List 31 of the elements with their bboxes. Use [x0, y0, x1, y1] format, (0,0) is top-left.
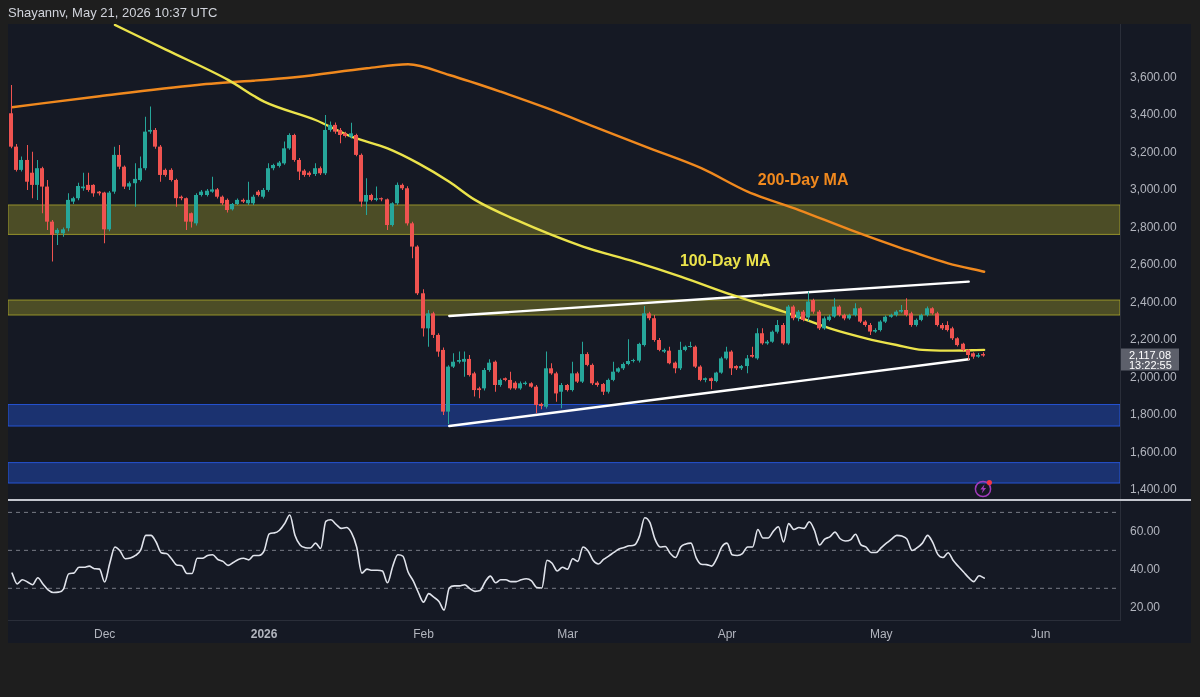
- x-tick-label: Dec: [93, 626, 116, 641]
- line-series: [113, 24, 986, 352]
- x-tick-label: Jun: [1031, 626, 1051, 641]
- x-tick-label: Feb: [413, 626, 435, 641]
- x-tick-label: Mar: [557, 626, 578, 641]
- text: Shayannv, May 21, 2026 10:37 UTC: [8, 5, 218, 21]
- y-tick-label: 2,800.00: [1130, 219, 1178, 234]
- candlestick: [148, 106, 152, 134]
- y-tick-label: 60.00: [1130, 523, 1161, 538]
- x-tick-label: Apr: [717, 626, 737, 641]
- x-tick-label: May: [869, 626, 893, 641]
- text: 13:22:55: [1129, 358, 1172, 371]
- y-tick-label: 1,400.00: [1130, 482, 1178, 497]
- y-tick-label: 2,600.00: [1130, 257, 1178, 272]
- y-tick-label: 2,200.00: [1130, 332, 1178, 347]
- y-tick-label: 3,200.00: [1130, 144, 1178, 159]
- y-tick-label: 1,800.00: [1130, 407, 1178, 422]
- y-tick-label: 3,400.00: [1130, 107, 1178, 122]
- y-tick-label: 1,600.00: [1130, 444, 1178, 459]
- text: 2,117.08: [1129, 348, 1172, 361]
- y-tick-label: 2,400.00: [1130, 294, 1178, 309]
- line-series: [10, 63, 986, 273]
- y-tick-label: 20.00: [1130, 599, 1161, 614]
- y-tick-label: 3,600.00: [1130, 69, 1178, 84]
- y-tick-label: 2,000.00: [1130, 369, 1178, 384]
- series-label: 200-Day MA: [757, 171, 849, 189]
- line-series: [11, 514, 985, 611]
- x-tick-label: 2026: [250, 626, 278, 641]
- series-label: 100-Day MA: [679, 251, 772, 269]
- y-tick-label: 3,000.00: [1130, 182, 1178, 197]
- y-tick-label: 40.00: [1130, 561, 1161, 576]
